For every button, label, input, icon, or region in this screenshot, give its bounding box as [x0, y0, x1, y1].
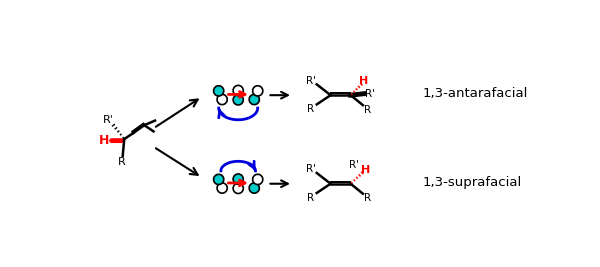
- Text: H: H: [359, 76, 368, 85]
- Text: R: R: [118, 157, 126, 167]
- Text: 1,3-antarafacial: 1,3-antarafacial: [423, 87, 529, 100]
- Ellipse shape: [249, 183, 259, 193]
- Ellipse shape: [249, 94, 259, 105]
- Text: R': R': [305, 76, 316, 85]
- Ellipse shape: [233, 183, 243, 194]
- Ellipse shape: [233, 85, 243, 96]
- Ellipse shape: [217, 94, 227, 105]
- Text: R': R': [305, 164, 316, 174]
- Text: H: H: [99, 134, 109, 147]
- Text: R: R: [364, 105, 371, 115]
- Ellipse shape: [253, 86, 263, 96]
- Text: 1,3-suprafacial: 1,3-suprafacial: [423, 176, 522, 189]
- Ellipse shape: [214, 174, 224, 184]
- Ellipse shape: [253, 174, 263, 184]
- Text: R': R': [103, 115, 113, 125]
- Text: R': R': [349, 160, 359, 170]
- Text: R: R: [307, 104, 314, 114]
- Ellipse shape: [233, 95, 243, 105]
- Ellipse shape: [233, 174, 243, 184]
- Ellipse shape: [214, 86, 224, 96]
- Text: H: H: [361, 165, 371, 175]
- Text: R': R': [365, 89, 375, 99]
- Text: R: R: [364, 193, 371, 203]
- Ellipse shape: [217, 183, 227, 193]
- Text: R: R: [307, 193, 314, 203]
